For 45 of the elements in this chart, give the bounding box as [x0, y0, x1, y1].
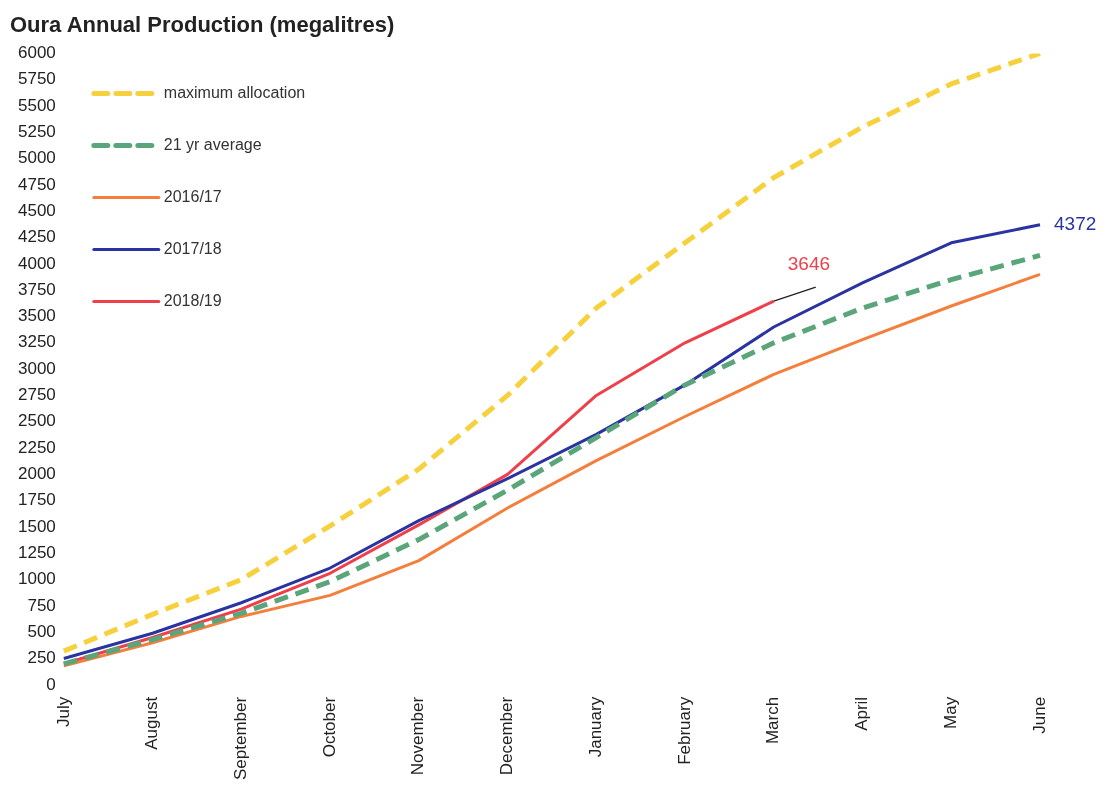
legend-label: 21 yr average	[163, 135, 262, 153]
chart-title: Oura Annual Production (megalitres)	[10, 12, 395, 38]
y-tick-label: 2250	[17, 437, 56, 457]
x-tick-label: July	[53, 696, 73, 728]
y-tick-label: 4500	[17, 200, 56, 220]
y-tick-label: 5250	[17, 122, 56, 142]
x-tick-label: September	[230, 696, 250, 781]
y-tick-label: 1000	[17, 569, 56, 589]
y-tick-label: 1250	[17, 542, 56, 562]
x-tick-label: February	[674, 696, 694, 765]
y-tick-label: 5500	[17, 95, 56, 115]
y-tick-label: 5750	[17, 69, 56, 89]
annotation: 3646	[787, 253, 831, 275]
y-tick-label: 4750	[17, 174, 56, 194]
x-tick-label: June	[1029, 696, 1049, 734]
legend-label: 2018/19	[163, 291, 222, 309]
annotation: 4372	[1054, 212, 1097, 234]
y-tick-label: 0	[46, 674, 56, 694]
y-tick-label: 1500	[17, 516, 56, 536]
x-tick-label: August	[142, 696, 162, 750]
x-tick-label: March	[763, 696, 783, 745]
x-tick-label: January	[585, 696, 605, 758]
legend-label: 2016/17	[163, 187, 222, 205]
y-tick-label: 3750	[17, 279, 56, 299]
x-tick-label: April	[852, 696, 872, 731]
y-tick-label: 750	[27, 595, 56, 615]
y-tick-label: 5000	[17, 148, 56, 168]
y-tick-label: 3000	[17, 358, 56, 378]
y-tick-label: 3500	[17, 306, 56, 326]
y-tick-label: 2000	[17, 464, 56, 484]
y-tick-label: 2750	[17, 385, 56, 405]
y-tick-label: 250	[27, 648, 56, 668]
y-tick-label: 4000	[17, 253, 56, 273]
y-tick-label: 2500	[17, 411, 56, 431]
legend-label: maximum allocation	[163, 83, 306, 101]
y-tick-label: 1750	[17, 490, 56, 510]
y-tick-label: 500	[27, 621, 56, 641]
x-tick-label: May	[940, 696, 960, 729]
y-tick-label: 3250	[17, 332, 56, 352]
x-tick-label: December	[497, 696, 517, 776]
x-tick-label: October	[319, 696, 339, 758]
y-tick-label: 6000	[17, 43, 56, 63]
x-tick-label: November	[408, 696, 428, 776]
y-tick-label: 4250	[17, 227, 56, 247]
legend-label: 2017/18	[163, 239, 222, 257]
